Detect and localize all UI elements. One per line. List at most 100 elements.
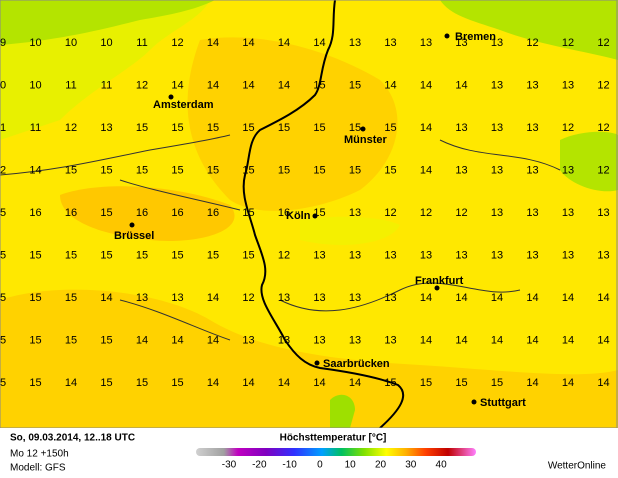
temperature-value: 13 — [562, 207, 574, 219]
temperature-value: 14 — [526, 377, 538, 389]
city-dot — [312, 213, 318, 219]
temperature-value: 15 — [313, 164, 325, 176]
temperature-value: 14 — [349, 377, 361, 389]
temperature-value: 14 — [207, 377, 219, 389]
temperature-value: 13 — [384, 292, 396, 304]
temperature-value: 5 — [0, 249, 6, 261]
temperature-value: 15 — [349, 122, 361, 134]
temperature-value: 14 — [562, 334, 574, 346]
temperature-value: 12 — [562, 122, 574, 134]
temperature-value: 14 — [65, 377, 77, 389]
temperature-value: 15 — [136, 377, 148, 389]
temperature-value: 15 — [242, 207, 254, 219]
temperature-value: 15 — [384, 122, 396, 134]
temperature-value: 16 — [29, 207, 41, 219]
temperature-value: 14 — [171, 334, 183, 346]
scale-label: -30 — [222, 460, 237, 471]
temperature-value: 13 — [491, 122, 503, 134]
temperature-value: 13 — [562, 164, 574, 176]
temperature-value: 10 — [100, 37, 112, 49]
temperature-value: 14 — [420, 334, 432, 346]
temperature-value: 13 — [491, 37, 503, 49]
temperature-value: 14 — [278, 377, 290, 389]
city-name: Stuttgart — [480, 397, 526, 409]
temperature-value: 12 — [597, 37, 609, 49]
temperature-value: 15 — [207, 164, 219, 176]
temperature-value: 14 — [420, 292, 432, 304]
temperature-value: 15 — [278, 164, 290, 176]
temperature-value: 14 — [136, 334, 148, 346]
temperature-value: 1 — [0, 122, 6, 134]
temperature-value: 14 — [29, 164, 41, 176]
temperature-value: 12 — [278, 249, 290, 261]
temperature-value: 16 — [171, 207, 183, 219]
temperature-value: 15 — [171, 377, 183, 389]
temperature-value: 5 — [0, 334, 6, 346]
temperature-value: 15 — [65, 164, 77, 176]
temperature-value: 12 — [242, 292, 254, 304]
temperature-value: 15 — [420, 377, 432, 389]
temperature-value: 12 — [597, 79, 609, 91]
scale-label: 30 — [405, 460, 417, 471]
temperature-value: 15 — [29, 292, 41, 304]
city-dot — [471, 399, 477, 405]
temperature-value: 16 — [207, 207, 219, 219]
scale-label: 10 — [345, 460, 357, 471]
temperature-value: 14 — [242, 79, 254, 91]
city-name: Brüssel — [114, 230, 154, 242]
temperature-value: 14 — [491, 334, 503, 346]
temperature-value: 15 — [207, 122, 219, 134]
temperature-value: 12 — [65, 122, 77, 134]
temperature-value: 14 — [597, 377, 609, 389]
run-text: Mo 12 +150h — [10, 449, 69, 460]
temperature-value: 5 — [0, 207, 6, 219]
temperature-value: 5 — [0, 292, 6, 304]
temperature-value: 13 — [100, 122, 112, 134]
temperature-value: 12 — [562, 37, 574, 49]
temperature-value: 13 — [455, 164, 467, 176]
temperature-value: 13 — [597, 249, 609, 261]
scale-label: 20 — [375, 460, 387, 471]
temperature-value: 10 — [29, 37, 41, 49]
temperature-value: 13 — [313, 292, 325, 304]
temperature-value: 13 — [242, 334, 254, 346]
temperature-value: 15 — [29, 377, 41, 389]
city-dot — [444, 33, 450, 39]
temperature-value: 13 — [597, 207, 609, 219]
temperature-value: 15 — [171, 122, 183, 134]
scale-labels: -30 -20 -10 0 10 20 30 40 — [222, 460, 447, 471]
temperature-grid: 9 10 10 10 11 12 14 14 14 14 13 13 13 13 13 12 12 120 10 11… — [0, 37, 610, 389]
temperature-value: 15 — [349, 164, 361, 176]
temperature-value: 12 — [455, 207, 467, 219]
temperature-value: 2 — [0, 164, 6, 176]
temperature-value: 14 — [278, 79, 290, 91]
temperature-value: 13 — [136, 292, 148, 304]
temperature-value: 13 — [455, 249, 467, 261]
temperature-value: 15 — [29, 334, 41, 346]
temperature-value: 15 — [242, 164, 254, 176]
scale-label: -10 — [282, 460, 297, 471]
temperature-value: 14 — [420, 79, 432, 91]
borders — [0, 0, 561, 429]
temperature-value: 14 — [100, 292, 112, 304]
temperature-value: 13 — [526, 122, 538, 134]
temperature-value: 13 — [384, 37, 396, 49]
color-scale — [196, 448, 476, 456]
temperature-value: 15 — [100, 249, 112, 261]
temperature-value: 14 — [207, 292, 219, 304]
temperature-value: 13 — [526, 164, 538, 176]
temperature-value: 14 — [384, 79, 396, 91]
temperature-value: 16 — [278, 207, 290, 219]
temperature-value: 15 — [242, 249, 254, 261]
scale-label: 0 — [317, 460, 323, 471]
temperature-value: 13 — [491, 164, 503, 176]
temperature-value: 15 — [171, 249, 183, 261]
temperature-value: 15 — [384, 164, 396, 176]
temperature-value: 12 — [597, 122, 609, 134]
brand: WetterOnline — [548, 461, 607, 472]
city-dot — [129, 222, 135, 228]
temperature-value: 13 — [526, 249, 538, 261]
temperature-value: 15 — [65, 292, 77, 304]
temperature-value: 13 — [562, 79, 574, 91]
temperature-value: 15 — [136, 164, 148, 176]
